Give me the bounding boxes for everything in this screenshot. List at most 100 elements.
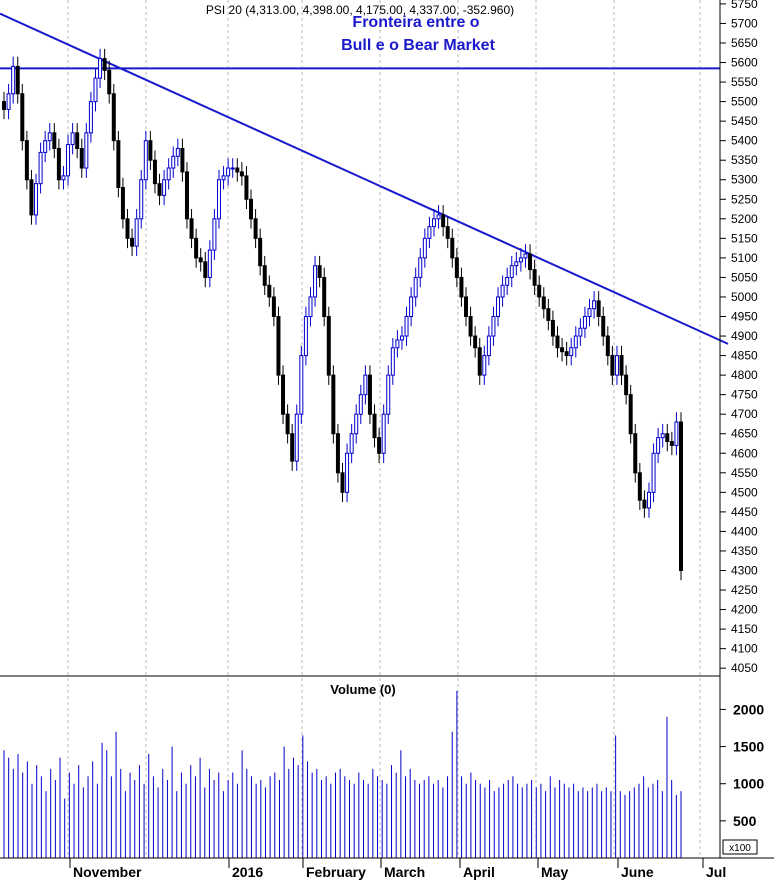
candle-body bbox=[633, 433, 638, 474]
candle-body bbox=[6, 93, 11, 110]
candle-body bbox=[578, 327, 583, 337]
candle-body bbox=[523, 253, 528, 259]
trend-line bbox=[0, 12, 729, 345]
candle-body bbox=[166, 167, 171, 181]
candle-body bbox=[628, 394, 633, 435]
candle-body bbox=[454, 257, 459, 278]
volume-tick-label: 500 bbox=[733, 813, 757, 829]
candle-body bbox=[450, 237, 455, 259]
candle-body bbox=[15, 65, 20, 95]
price-tick-label: 5750 bbox=[731, 0, 758, 11]
candle-body bbox=[52, 132, 57, 149]
price-tick-label: 5250 bbox=[731, 192, 758, 206]
candle-body bbox=[285, 413, 290, 435]
candle-body bbox=[143, 140, 148, 181]
price-tick-label: 5500 bbox=[731, 95, 758, 109]
candle-body bbox=[518, 257, 523, 263]
candle-body bbox=[244, 175, 249, 200]
candle-body bbox=[473, 335, 478, 349]
candle-body bbox=[61, 175, 66, 181]
price-tick-label: 5100 bbox=[731, 251, 758, 265]
candle-body bbox=[367, 374, 372, 415]
candle-body bbox=[596, 300, 601, 318]
candle-body bbox=[445, 226, 450, 239]
x-tick-label: April bbox=[463, 864, 495, 880]
candle-body bbox=[550, 319, 555, 337]
candle-body bbox=[491, 316, 496, 337]
candle-body bbox=[79, 147, 84, 169]
candle-body bbox=[98, 58, 103, 79]
candle-body bbox=[642, 499, 647, 509]
x-tick-label: May bbox=[541, 864, 568, 880]
candle-body bbox=[267, 284, 272, 298]
x-tick-label: March bbox=[384, 864, 425, 880]
volume-tick-label: 2000 bbox=[733, 701, 764, 717]
candle-body bbox=[322, 276, 327, 318]
price-tick-label: 4550 bbox=[731, 466, 758, 480]
candle-body bbox=[651, 452, 656, 493]
candle-body bbox=[226, 167, 231, 177]
candle-body bbox=[381, 413, 386, 454]
price-tick-label: 4050 bbox=[731, 661, 758, 675]
price-tick-label: 5450 bbox=[731, 114, 758, 128]
candle-body bbox=[569, 347, 574, 357]
candle-body bbox=[624, 374, 629, 396]
candle-body bbox=[102, 58, 107, 71]
candle-body bbox=[509, 265, 514, 278]
price-tick-label: 5400 bbox=[731, 134, 758, 148]
price-tick-label: 4200 bbox=[731, 603, 758, 617]
x-tick-label: November bbox=[73, 864, 142, 880]
price-tick-label: 5600 bbox=[731, 56, 758, 70]
candle-body bbox=[386, 374, 391, 415]
candle-body bbox=[679, 421, 683, 571]
candle-body bbox=[656, 437, 661, 454]
candle-body bbox=[139, 179, 144, 220]
candle-body bbox=[207, 249, 212, 278]
price-tick-label: 5200 bbox=[731, 212, 758, 226]
price-tick-label: 4850 bbox=[731, 349, 758, 363]
candle-body bbox=[281, 374, 286, 415]
candle-body bbox=[532, 269, 537, 286]
candle-body bbox=[605, 335, 610, 357]
candle-body bbox=[189, 218, 194, 239]
candle-body bbox=[637, 472, 642, 501]
candle-body bbox=[198, 257, 203, 263]
candle-body bbox=[271, 296, 276, 318]
candle-body bbox=[34, 183, 39, 216]
candle-body bbox=[47, 132, 52, 142]
candle-body bbox=[216, 179, 221, 220]
price-tick-label: 5300 bbox=[731, 173, 758, 187]
price-tick-label: 4800 bbox=[731, 368, 758, 382]
candle-body bbox=[331, 374, 336, 435]
price-tick-label: 5050 bbox=[731, 270, 758, 284]
candle-body bbox=[203, 261, 208, 278]
price-tick-label: 4100 bbox=[731, 642, 758, 656]
candle-body bbox=[221, 175, 226, 181]
price-tick-label: 4450 bbox=[731, 505, 758, 519]
candle-body bbox=[134, 218, 139, 247]
candle-body bbox=[152, 159, 157, 185]
price-tick-label: 4500 bbox=[731, 485, 758, 499]
candle-body bbox=[2, 101, 6, 110]
candle-body bbox=[468, 316, 473, 337]
candle-body bbox=[372, 413, 377, 439]
candle-body bbox=[409, 296, 414, 318]
candle-body bbox=[464, 296, 469, 318]
price-tick-label: 4700 bbox=[731, 407, 758, 421]
candle-body bbox=[276, 316, 281, 376]
candle-body bbox=[194, 237, 199, 259]
candle-body bbox=[614, 355, 619, 376]
candle-body bbox=[111, 93, 116, 142]
price-tick-label: 5350 bbox=[731, 153, 758, 167]
candle-body bbox=[592, 300, 597, 310]
candle-body bbox=[555, 335, 560, 349]
candle-body bbox=[431, 218, 436, 228]
candle-body bbox=[303, 316, 308, 357]
candle-body bbox=[619, 355, 624, 376]
candle-body bbox=[514, 261, 519, 267]
candle-body bbox=[486, 335, 491, 357]
candle-body bbox=[404, 316, 409, 337]
candle-body bbox=[239, 171, 244, 177]
candle-body bbox=[349, 433, 354, 454]
candle-body bbox=[505, 276, 510, 286]
